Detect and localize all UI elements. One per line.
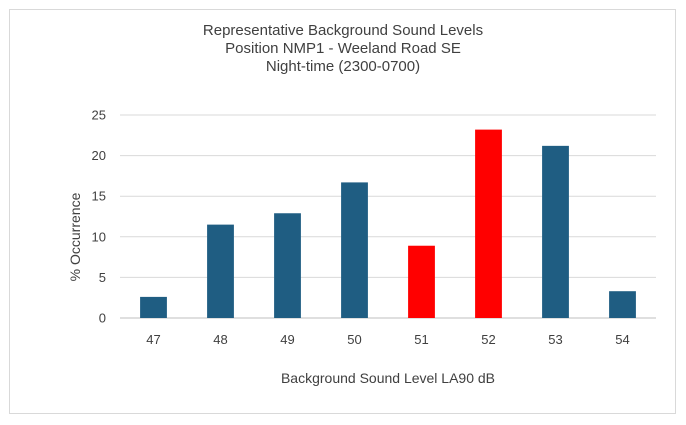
y-tick-labels: 0 5 10 15 20 25 bbox=[92, 108, 106, 326]
y-tick-label: 10 bbox=[92, 229, 106, 244]
x-tick-label: 47 bbox=[146, 332, 160, 347]
chart-title-line-1: Representative Background Sound Levels bbox=[202, 22, 484, 39]
chart-title-line-3: Night-time (2300-0700) bbox=[265, 58, 421, 75]
gridlines bbox=[120, 114, 656, 319]
x-axis-label: Background Sound Level LA90 dB bbox=[281, 370, 495, 386]
bar-52 bbox=[475, 129, 502, 318]
bar-48 bbox=[207, 224, 234, 318]
x-tick-labels: 47 48 49 50 51 52 53 54 bbox=[146, 332, 629, 347]
x-tick-label: 51 bbox=[414, 332, 428, 347]
x-tick-label: 52 bbox=[481, 332, 495, 347]
y-tick-label: 20 bbox=[92, 148, 106, 163]
bar-47 bbox=[140, 296, 167, 318]
x-tick-label: 54 bbox=[615, 332, 629, 347]
y-tick-label: 25 bbox=[92, 108, 106, 123]
y-tick-label: 15 bbox=[92, 189, 106, 204]
y-tick-label: 5 bbox=[99, 270, 106, 285]
x-tick-label: 49 bbox=[280, 332, 294, 347]
bar-53 bbox=[542, 145, 569, 318]
bar-49 bbox=[274, 213, 301, 318]
x-tick-label: 48 bbox=[213, 332, 227, 347]
x-tick-label: 50 bbox=[347, 332, 361, 347]
bar-54 bbox=[609, 291, 636, 318]
chart-title: Representative Background Sound Levels P… bbox=[0, 22, 686, 76]
y-tick-label: 0 bbox=[99, 311, 106, 326]
x-tick-label: 53 bbox=[548, 332, 562, 347]
bar-50 bbox=[341, 182, 368, 318]
chart-title-line-2: Position NMP1 - Weeland Road SE bbox=[225, 40, 461, 57]
bars bbox=[140, 129, 636, 318]
y-axis-label: % Occurrence bbox=[67, 192, 83, 281]
bar-51 bbox=[408, 245, 435, 318]
